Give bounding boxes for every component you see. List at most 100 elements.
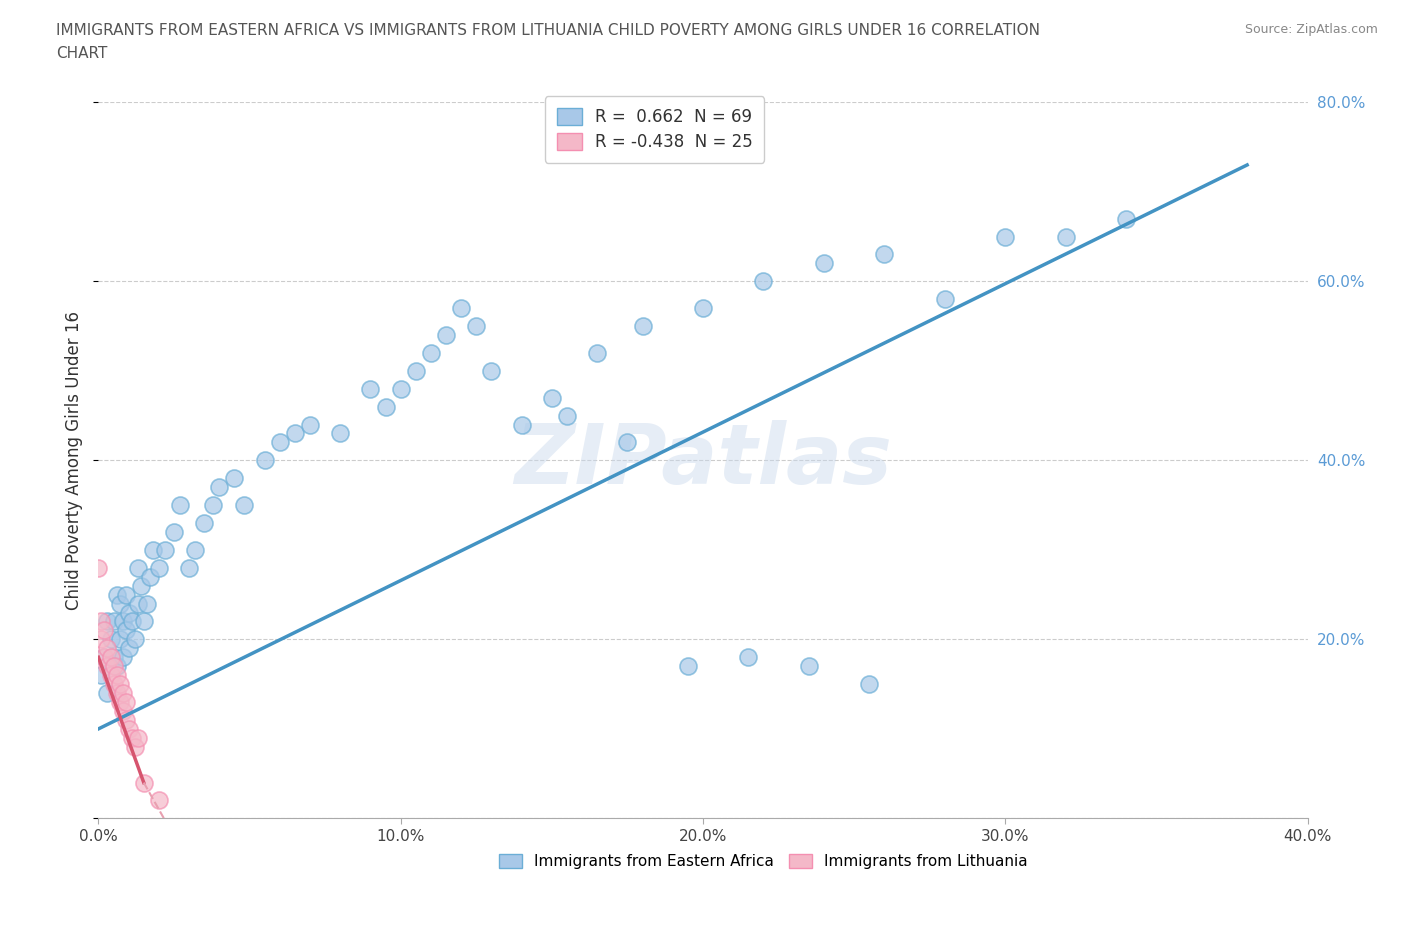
Point bbox=[114, 712, 136, 727]
Point bbox=[481, 364, 503, 379]
Point bbox=[284, 426, 307, 441]
Point bbox=[555, 408, 578, 423]
Point bbox=[616, 435, 638, 450]
Point bbox=[179, 560, 201, 575]
Point bbox=[108, 695, 131, 710]
Text: Source: ZipAtlas.com: Source: ZipAtlas.com bbox=[1244, 23, 1378, 36]
Point bbox=[540, 391, 562, 405]
Point bbox=[360, 381, 382, 396]
Point bbox=[692, 300, 714, 315]
Point bbox=[374, 399, 396, 414]
Point bbox=[108, 596, 131, 611]
Point bbox=[127, 730, 149, 745]
Point bbox=[93, 650, 115, 665]
Point bbox=[108, 677, 131, 692]
Point bbox=[121, 730, 143, 745]
Point bbox=[111, 703, 134, 718]
Point bbox=[405, 364, 427, 379]
Point bbox=[797, 658, 820, 673]
Point bbox=[103, 677, 125, 692]
Point bbox=[105, 658, 128, 673]
Point bbox=[118, 641, 141, 656]
Point bbox=[93, 650, 115, 665]
Point bbox=[420, 345, 443, 360]
Point bbox=[934, 292, 956, 307]
Point bbox=[127, 560, 149, 575]
Point bbox=[111, 650, 134, 665]
Point bbox=[105, 587, 128, 602]
Point bbox=[90, 632, 112, 647]
Point bbox=[184, 542, 207, 557]
Point bbox=[90, 668, 112, 683]
Point bbox=[114, 587, 136, 602]
Point bbox=[676, 658, 699, 673]
Point bbox=[586, 345, 609, 360]
Point bbox=[124, 632, 146, 647]
Point bbox=[108, 632, 131, 647]
Point bbox=[139, 569, 162, 584]
Legend: Immigrants from Eastern Africa, Immigrants from Lithuania: Immigrants from Eastern Africa, Immigran… bbox=[494, 848, 1033, 875]
Point bbox=[389, 381, 412, 396]
Point bbox=[127, 596, 149, 611]
Point bbox=[148, 793, 170, 808]
Point bbox=[132, 776, 155, 790]
Point bbox=[114, 623, 136, 638]
Point bbox=[96, 614, 118, 629]
Point bbox=[450, 300, 472, 315]
Point bbox=[631, 319, 654, 334]
Point bbox=[103, 650, 125, 665]
Point bbox=[510, 417, 533, 432]
Point bbox=[202, 498, 225, 512]
Point bbox=[1115, 211, 1137, 226]
Text: CHART: CHART bbox=[56, 46, 108, 61]
Point bbox=[129, 578, 152, 593]
Point bbox=[96, 658, 118, 673]
Point bbox=[299, 417, 322, 432]
Point bbox=[253, 453, 276, 468]
Text: IMMIGRANTS FROM EASTERN AFRICA VS IMMIGRANTS FROM LITHUANIA CHILD POVERTY AMONG : IMMIGRANTS FROM EASTERN AFRICA VS IMMIGR… bbox=[56, 23, 1040, 38]
Point bbox=[100, 632, 122, 647]
Point bbox=[169, 498, 191, 512]
Point bbox=[121, 614, 143, 629]
Point bbox=[329, 426, 352, 441]
Point bbox=[858, 677, 880, 692]
Y-axis label: Child Poverty Among Girls Under 16: Child Poverty Among Girls Under 16 bbox=[65, 311, 83, 610]
Point bbox=[193, 515, 215, 530]
Point bbox=[135, 596, 157, 611]
Point bbox=[93, 623, 115, 638]
Point bbox=[994, 229, 1017, 244]
Point bbox=[148, 560, 170, 575]
Point bbox=[434, 327, 457, 342]
Point bbox=[100, 668, 122, 683]
Point bbox=[208, 480, 231, 495]
Point bbox=[96, 641, 118, 656]
Point bbox=[100, 650, 122, 665]
Text: ZIPatlas: ZIPatlas bbox=[515, 419, 891, 501]
Point bbox=[142, 542, 165, 557]
Point bbox=[87, 560, 110, 575]
Point bbox=[224, 471, 246, 485]
Point bbox=[124, 739, 146, 754]
Point bbox=[103, 614, 125, 629]
Point bbox=[752, 273, 775, 288]
Point bbox=[118, 605, 141, 620]
Point bbox=[103, 658, 125, 673]
Point bbox=[111, 614, 134, 629]
Point bbox=[269, 435, 291, 450]
Point bbox=[111, 685, 134, 700]
Point bbox=[232, 498, 254, 512]
Point bbox=[90, 614, 112, 629]
Point bbox=[153, 542, 176, 557]
Point bbox=[118, 722, 141, 737]
Point bbox=[873, 247, 896, 262]
Point bbox=[465, 319, 488, 334]
Point bbox=[114, 695, 136, 710]
Point bbox=[105, 668, 128, 683]
Point bbox=[737, 650, 759, 665]
Point bbox=[132, 614, 155, 629]
Point bbox=[105, 685, 128, 700]
Point bbox=[163, 525, 186, 539]
Point bbox=[1054, 229, 1077, 244]
Point bbox=[96, 685, 118, 700]
Point bbox=[813, 256, 835, 271]
